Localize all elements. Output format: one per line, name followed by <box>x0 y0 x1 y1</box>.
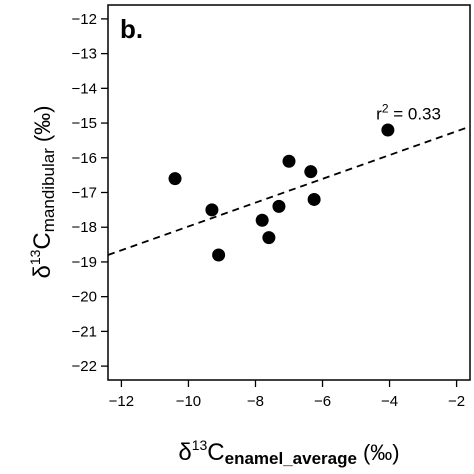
x-title-subscript: enamel_average <box>225 449 357 468</box>
x-tick-label: −10 <box>176 393 201 410</box>
data-point <box>304 165 318 179</box>
data-point <box>307 192 321 206</box>
y-axis-title: δ13Cmandibular (‰) <box>27 105 58 278</box>
y-tick-label: −19 <box>72 254 97 271</box>
r-label: r <box>376 105 382 124</box>
trend-line <box>107 125 471 256</box>
r-superscript: 2 <box>382 102 389 116</box>
y-tick-label: −15 <box>72 115 97 132</box>
x-tick-label: −12 <box>109 393 134 410</box>
y-tick-label: −13 <box>72 46 97 63</box>
axis-ticks: −12 −10 −8 −6 −4 −2 −22 −21 −20 −19 −18 −17 −16 −15 −1… <box>72 11 466 410</box>
y-tick-label: −17 <box>72 185 97 202</box>
data-point <box>205 203 219 217</box>
y-tick-label: −21 <box>72 323 97 340</box>
data-point <box>168 172 182 186</box>
x-title-delta: δ <box>178 439 191 466</box>
x-tick-label: −6 <box>314 393 331 410</box>
data-point <box>272 199 286 213</box>
data-point <box>381 123 395 137</box>
plot-frame <box>107 4 471 381</box>
x-title-unit: (‰) <box>363 440 400 465</box>
y-title-unit: (‰) <box>30 105 55 142</box>
y-title-delta: δ <box>29 265 56 278</box>
data-point <box>212 248 226 262</box>
x-axis-title: δ13Cenamel_average (‰) <box>178 437 399 468</box>
y-tick-label: −12 <box>72 11 97 28</box>
x-tick-label: −2 <box>448 393 465 410</box>
x-title-superscript: 13 <box>192 437 208 453</box>
y-tick-label: −14 <box>72 80 97 97</box>
r-value: = 0.33 <box>389 105 441 124</box>
x-tick-label: −4 <box>381 393 398 410</box>
data-point <box>255 213 269 227</box>
y-title-element: C <box>29 232 56 249</box>
y-title-superscript: 13 <box>27 249 43 265</box>
data-point <box>262 231 276 245</box>
y-title-subscript: mandibular <box>39 148 58 232</box>
y-tick-label: −16 <box>72 150 97 167</box>
x-tick-label: −8 <box>247 393 264 410</box>
y-tick-label: −22 <box>72 358 97 375</box>
r-squared-annotation: r2 = 0.33 <box>376 102 441 124</box>
data-points <box>168 123 395 262</box>
y-tick-label: −20 <box>72 289 97 306</box>
y-tick-label: −18 <box>72 219 97 236</box>
data-point <box>282 154 296 168</box>
x-title-element: C <box>207 439 224 466</box>
panel-label: b. <box>120 14 143 44</box>
